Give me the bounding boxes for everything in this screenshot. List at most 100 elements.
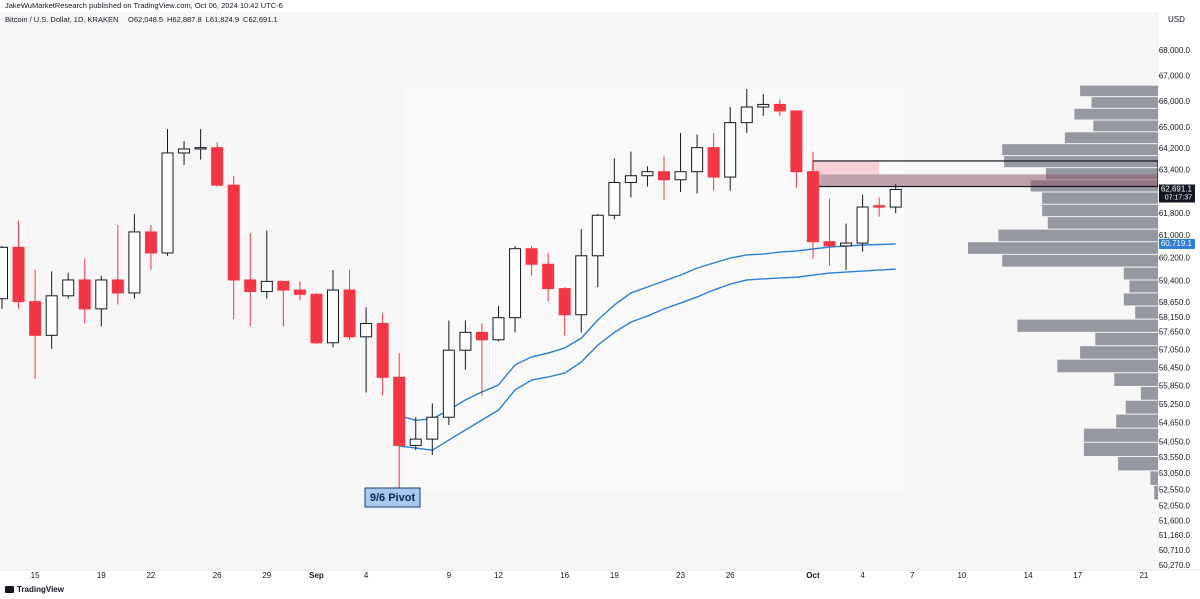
- x-tick-label: 22: [146, 571, 155, 580]
- candle-body: [0, 246, 8, 300]
- candle-body: [840, 242, 853, 247]
- volume-profile-bar: [1047, 217, 1158, 229]
- volume-profile-bar: [1042, 192, 1158, 204]
- volume-profile-bar: [1080, 85, 1158, 97]
- candle-body: [194, 147, 207, 150]
- volume-profile-bar: [1057, 359, 1158, 373]
- volume-profile-bar: [1017, 319, 1158, 332]
- candle-body: [211, 147, 224, 186]
- y-tick-label: 61,000.0: [1159, 231, 1191, 240]
- candle-body: [558, 288, 571, 316]
- countdown-label: 07:17:37: [1165, 194, 1192, 201]
- volume-profile-bar: [1095, 332, 1158, 346]
- volume-profile-bar: [1093, 120, 1158, 132]
- volume-profile-bar: [998, 229, 1158, 242]
- volume-profile-bar: [1002, 144, 1158, 156]
- y-tick-label: 59,400.0: [1159, 277, 1191, 286]
- x-tick-label: 16: [560, 571, 569, 580]
- y-tick-label: 54,050.0: [1159, 437, 1191, 446]
- x-tick-label: 19: [610, 571, 619, 580]
- candle-body: [740, 106, 753, 124]
- y-tick-label: 65,000.0: [1159, 123, 1191, 132]
- volume-profile-bar: [1135, 306, 1158, 319]
- candle-body: [542, 263, 555, 290]
- y-tick-label: 58,650.0: [1159, 298, 1191, 307]
- candle-body: [658, 171, 670, 181]
- candle-body: [459, 331, 472, 351]
- volume-profile-bar: [1140, 386, 1158, 400]
- candle-body: [806, 171, 819, 243]
- x-tick-label: Sep: [309, 571, 324, 580]
- x-tick-label: 12: [494, 571, 503, 580]
- x-tick-label: 26: [213, 571, 222, 580]
- volume-profile-bar: [1042, 204, 1158, 217]
- candle-body: [45, 295, 58, 336]
- volume-profile-bar: [1114, 373, 1158, 386]
- candle-body: [608, 181, 621, 216]
- volume-profile-bar: [1125, 400, 1158, 414]
- x-tick-label: 17: [1073, 571, 1082, 580]
- volume-profile-bar: [1118, 457, 1158, 471]
- candle-body: [856, 206, 869, 244]
- y-unit: USD: [1168, 15, 1185, 24]
- x-tick-label: 7: [910, 571, 915, 580]
- symbol: Bitcoin / U.S. Dollar, 1D, KRAKEN: [5, 15, 118, 24]
- x-tick-label: 4: [364, 571, 369, 580]
- line-price-tag: [1159, 238, 1195, 249]
- candle-body: [442, 349, 455, 418]
- volume-profile-bar: [1150, 471, 1158, 485]
- volume-profile-bar: [1123, 293, 1158, 306]
- candle-body: [757, 103, 770, 108]
- y-tick-label: 56,450.0: [1159, 363, 1191, 372]
- candle-body: [260, 280, 273, 292]
- candle-body: [244, 279, 257, 292]
- candle-body: [509, 248, 522, 319]
- y-tick-label: 52,050.0: [1159, 502, 1191, 511]
- x-tick-label: 19: [97, 571, 106, 580]
- candle-body: [343, 289, 356, 338]
- candle-body: [327, 289, 339, 344]
- y-tick-label: 66,000.0: [1159, 97, 1191, 106]
- volume-profile-bar: [1123, 267, 1158, 280]
- candle-body: [525, 248, 538, 265]
- x-tick-label: 29: [262, 571, 271, 580]
- annotation-box: [364, 487, 421, 508]
- annotation-text: 9/6 Pivot: [370, 492, 416, 504]
- candle-body: [293, 289, 306, 295]
- zone-upper: [812, 160, 880, 175]
- x-tick-label: 4: [860, 571, 865, 580]
- line-price-label: 60,719.1: [1161, 239, 1193, 248]
- candle-body: [95, 279, 108, 310]
- candle-body: [29, 301, 42, 336]
- candle-body: [773, 103, 786, 112]
- x-tick-label: 21: [1139, 571, 1148, 580]
- ohlc-value: O62,048.5: [128, 15, 163, 24]
- candle-body: [641, 171, 654, 177]
- indicator-line: [399, 268, 896, 451]
- volume-profile-bar: [1004, 156, 1158, 168]
- volume-profile-bar: [1083, 428, 1158, 442]
- candle-body: [591, 214, 604, 257]
- candle-body: [393, 376, 406, 446]
- candle-body: [111, 279, 124, 294]
- y-tick-label: 57,050.0: [1159, 345, 1191, 354]
- ohlc-value: L61,824.9: [206, 15, 239, 24]
- y-tick-label: 50,710.0: [1159, 546, 1191, 555]
- volume-profile-bar: [1045, 168, 1158, 180]
- y-tick-label: 64,200.0: [1159, 144, 1191, 153]
- y-tick-label: 53,050.0: [1159, 469, 1191, 478]
- y-tick-label: 50,270.0: [1159, 561, 1191, 570]
- candle-body: [78, 279, 91, 310]
- candle-body: [128, 231, 141, 294]
- x-tick-label: 9: [447, 571, 452, 580]
- ohlc-value: C62,691.1: [243, 15, 278, 24]
- y-tick-label: 60,200.0: [1159, 254, 1191, 263]
- x-tick-label: 26: [726, 571, 735, 580]
- axes: 68,000.0 67,000.0 66,000.0 65,000.0 64,200.0…: [31, 46, 1195, 580]
- candle-body: [227, 184, 240, 281]
- y-tick-label: 67,000.0: [1159, 71, 1191, 80]
- x-tick-label: 15: [31, 571, 40, 580]
- volume-profile-bar: [1154, 485, 1158, 500]
- volume-profile-bar: [1091, 97, 1158, 108]
